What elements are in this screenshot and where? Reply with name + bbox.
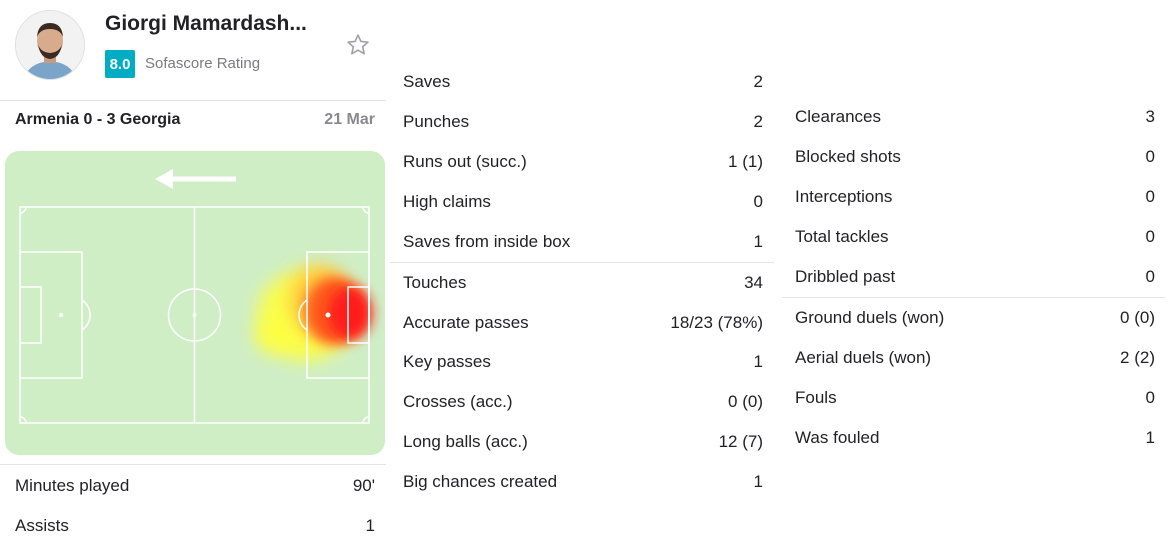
stat-value: 0 xyxy=(1145,187,1155,206)
stat-value: 1 xyxy=(753,352,763,371)
stat-value: 2 (2) xyxy=(1120,348,1155,367)
stat-value: 1 xyxy=(1145,428,1155,447)
stat-label: Touches xyxy=(403,273,467,292)
stat-row: Dribbled past 0 xyxy=(795,267,1155,287)
stat-value: 1 xyxy=(365,516,375,535)
stat-value: 2 xyxy=(753,112,763,131)
stat-value: 1 (1) xyxy=(728,152,763,171)
stat-label: Saves from inside box xyxy=(403,232,571,251)
stat-row: Interceptions 0 xyxy=(795,187,1155,207)
stat-row: Key passes 1 xyxy=(403,352,763,372)
stat-value: 3 xyxy=(1145,107,1155,126)
stat-row: Saves 2 xyxy=(403,72,763,92)
stat-row: Assists 1 xyxy=(15,516,375,536)
stat-row: Aerial duels (won) 2 (2) xyxy=(795,348,1155,368)
stat-value: 34 xyxy=(744,273,763,292)
stat-label: Assists xyxy=(15,516,69,535)
stat-row: Accurate passes 18/23 (78%) xyxy=(403,313,763,333)
stat-value: 0 xyxy=(1145,388,1155,407)
stat-label: Fouls xyxy=(795,388,837,407)
stat-label: Minutes played xyxy=(15,476,130,495)
stat-row: Blocked shots 0 xyxy=(795,147,1155,167)
stat-label: Ground duels (won) xyxy=(795,308,945,327)
stat-label: Blocked shots xyxy=(795,147,901,166)
player-name[interactable]: Giorgi Mamardash... xyxy=(105,12,307,35)
stat-value: 0 (0) xyxy=(728,392,763,411)
stat-value: 1 xyxy=(753,232,763,251)
divider xyxy=(0,464,386,465)
stat-row: Ground duels (won) 0 (0) xyxy=(795,308,1155,328)
divider xyxy=(390,262,774,263)
stat-label: Big chances created xyxy=(403,472,558,491)
stat-label: Key passes xyxy=(403,352,491,371)
stat-value: 1 xyxy=(753,472,763,491)
stat-value: 0 xyxy=(1145,227,1155,246)
stat-row: Was fouled 1 xyxy=(795,428,1155,448)
stat-label: Accurate passes xyxy=(403,313,529,332)
attack-direction-arrow-icon xyxy=(155,169,236,189)
stat-value: 12 (7) xyxy=(718,432,763,451)
divider xyxy=(0,100,386,101)
stat-row: Clearances 3 xyxy=(795,107,1155,127)
stat-label: Total tackles xyxy=(795,227,889,246)
stat-label: Was fouled xyxy=(795,428,880,447)
stat-value: 18/23 (78%) xyxy=(670,313,763,332)
stat-value: 0 (0) xyxy=(1120,308,1155,327)
stat-label: Crosses (acc.) xyxy=(403,392,513,411)
match-date: 21 Mar xyxy=(324,111,375,128)
stat-row: Fouls 0 xyxy=(795,388,1155,408)
heatmap-pitch xyxy=(5,151,385,455)
stat-row: Minutes played 90' xyxy=(15,476,375,496)
stat-value: 0 xyxy=(753,192,763,211)
stat-label: Runs out (succ.) xyxy=(403,152,527,171)
stat-label: Dribbled past xyxy=(795,267,896,286)
stat-row: Total tackles 0 xyxy=(795,227,1155,247)
stat-row: Long balls (acc.) 12 (7) xyxy=(403,432,763,452)
rating-label: Sofascore Rating xyxy=(145,55,261,72)
stat-label: Punches xyxy=(403,112,470,131)
stat-row: Runs out (succ.) 1 (1) xyxy=(403,152,763,172)
player-avatar xyxy=(15,10,85,80)
favorite-star-icon[interactable] xyxy=(345,32,371,58)
stat-label: Interceptions xyxy=(795,187,893,206)
stat-row: Saves from inside box 1 xyxy=(403,232,763,252)
stat-row: Crosses (acc.) 0 (0) xyxy=(403,392,763,412)
stat-row: Touches 34 xyxy=(403,273,763,293)
stat-label: Aerial duels (won) xyxy=(795,348,932,367)
heatmap-blobs xyxy=(255,265,372,361)
stat-row: Punches 2 xyxy=(403,112,763,132)
divider xyxy=(782,297,1165,298)
stat-row: High claims 0 xyxy=(403,192,763,212)
stat-row: Big chances created 1 xyxy=(403,472,763,492)
rating-badge: 8.0 xyxy=(105,50,135,78)
stat-value: 2 xyxy=(753,72,763,91)
stat-value: 90' xyxy=(352,476,375,495)
stat-value: 0 xyxy=(1145,147,1155,166)
stat-label: Long balls (acc.) xyxy=(403,432,528,451)
stat-value: 0 xyxy=(1145,267,1155,286)
stat-label: Clearances xyxy=(795,107,881,126)
stat-label: Saves xyxy=(403,72,451,91)
match-title[interactable]: Armenia 0 - 3 Georgia xyxy=(15,111,181,128)
stat-label: High claims xyxy=(403,192,491,211)
